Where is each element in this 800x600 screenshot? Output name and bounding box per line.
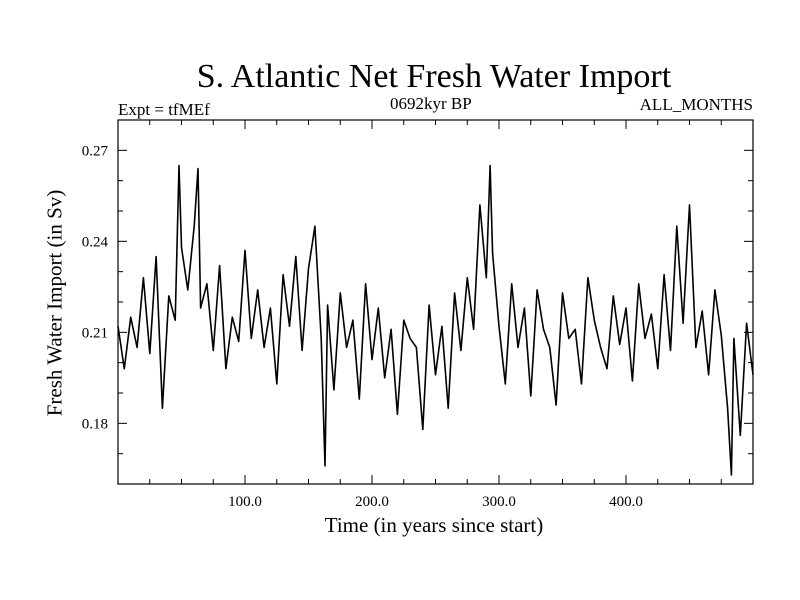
tick-labels: 100.0 200.0 300.0 400.0 0.18 0.21 0.24 0.27 <box>82 143 643 510</box>
months-label: ALL_MONTHS <box>639 95 753 114</box>
plot-frame <box>117 119 754 485</box>
chart-title: S. Atlantic Net Fresh Water Import <box>196 58 672 95</box>
y-tick-label: 0.18 <box>82 416 108 432</box>
y-tick-label: 0.21 <box>82 325 108 341</box>
fresh-water-import-line <box>117 164 754 476</box>
series-lines <box>117 164 754 476</box>
x-tick-label: 200.0 <box>355 494 389 510</box>
y-tick-label: 0.24 <box>82 234 109 250</box>
period-label: 0692kyr BP <box>390 94 472 113</box>
x-tick-label: 400.0 <box>609 494 643 510</box>
axis-ticks <box>118 120 753 484</box>
experiment-label: Expt = tfMEf <box>118 100 210 119</box>
x-tick-label: 300.0 <box>482 494 516 510</box>
x-axis-label: Time (in years since start) <box>324 513 544 537</box>
x-tick-label: 100.0 <box>228 494 262 510</box>
y-tick-label: 0.27 <box>82 143 109 159</box>
